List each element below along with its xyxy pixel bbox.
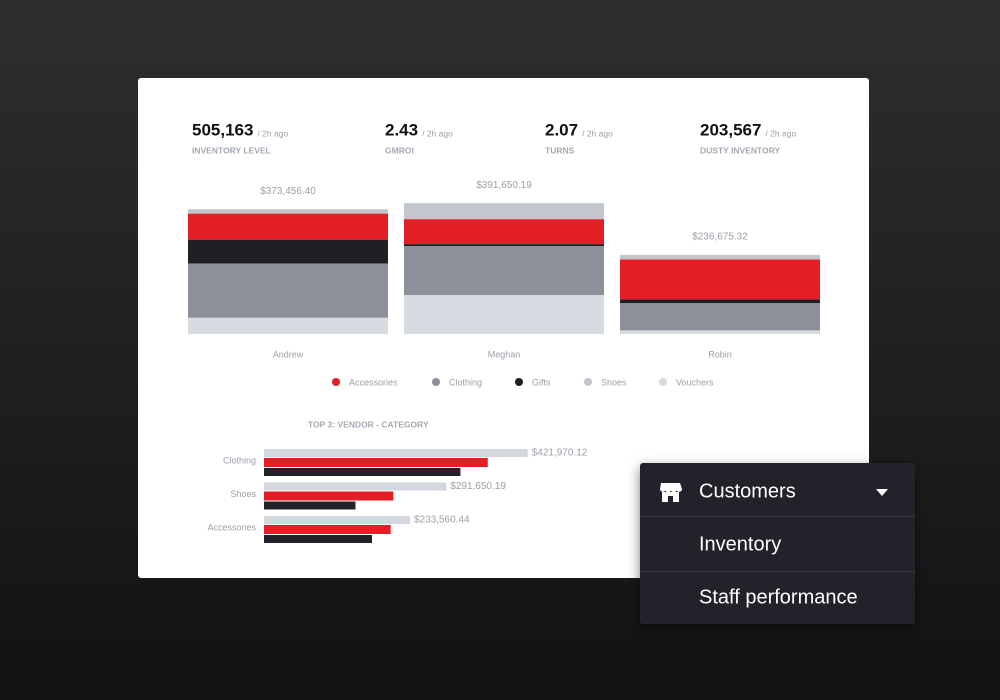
menu-item[interactable]: Customers [699,480,796,502]
category-label: Clothing [223,455,256,465]
legend-marker [584,378,592,386]
stack-segment [620,259,820,300]
value-label: $421,970.12 [532,448,588,459]
category-label: Meghan [488,349,521,359]
kpi-label: DUSTY INVENTORY [700,145,780,155]
bar [264,501,356,510]
value-label: $291,650.19 [450,481,506,492]
legend-marker [659,378,667,386]
bar [264,468,461,476]
stack-segment [404,295,604,334]
menu-item[interactable]: Staff performance [699,586,858,608]
stack-segment [188,209,388,214]
dropdown-menu: Customers Inventory Staff performance [640,463,915,624]
stack-segment [620,299,820,304]
stack-segment [404,219,604,245]
kpi-label: INVENTORY LEVEL [192,145,271,155]
kpi-label: GMROI [385,145,414,155]
legend-label: Gifts [532,377,551,387]
bar [264,535,372,543]
legend-label: Accessories [349,377,398,387]
legend-marker [515,378,523,386]
category-label: Robin [708,349,732,359]
kpi-note: / 2h ago [422,128,453,138]
menu-panel [640,463,915,624]
bar [264,449,528,457]
chart-title: TOP 3: VENDOR - CATEGORY [308,419,429,429]
kpi-note: / 2h ago [582,128,613,138]
caret[interactable] [876,489,888,496]
legend-label: Shoes [601,377,627,387]
kpi-label: TURNS [545,145,575,155]
menu-item[interactable]: Inventory [699,533,781,555]
stack-segment [188,213,388,240]
stack-segment [620,254,820,260]
bar [264,491,394,501]
bar [264,458,488,467]
kpi-note: / 2h ago [257,128,288,138]
total-label: $391,650.19 [476,180,532,191]
stack-segment [188,317,388,334]
category-label: Shoes [230,489,256,499]
kpi-value: 2.07 [545,120,578,139]
value-label: $233,560.44 [414,515,470,526]
total-label: $236,675.32 [692,232,748,243]
legend-marker [332,378,340,386]
kpi-value: 203,567 [700,120,761,139]
stack-segment [620,330,820,334]
bar [264,525,391,534]
category-label: Accessories [207,522,256,532]
legend-label: Vouchers [676,377,714,387]
kpi-value: 505,163 [192,120,253,139]
kpi-note: / 2h ago [765,128,796,138]
stack-segment [620,303,820,331]
kpi-value: 2.43 [385,120,418,139]
bar [264,516,410,524]
total-label: $373,456.40 [260,186,316,197]
legend-marker [432,378,440,386]
stack-segment [188,239,388,264]
bar [264,482,447,491]
store-icon [660,483,682,502]
legend-label: Clothing [449,377,482,387]
stack-segment [188,263,388,318]
stack-segment [404,203,604,220]
stack-segment [404,244,604,247]
category-label: Andrew [273,349,304,359]
stack-segment [404,246,604,296]
